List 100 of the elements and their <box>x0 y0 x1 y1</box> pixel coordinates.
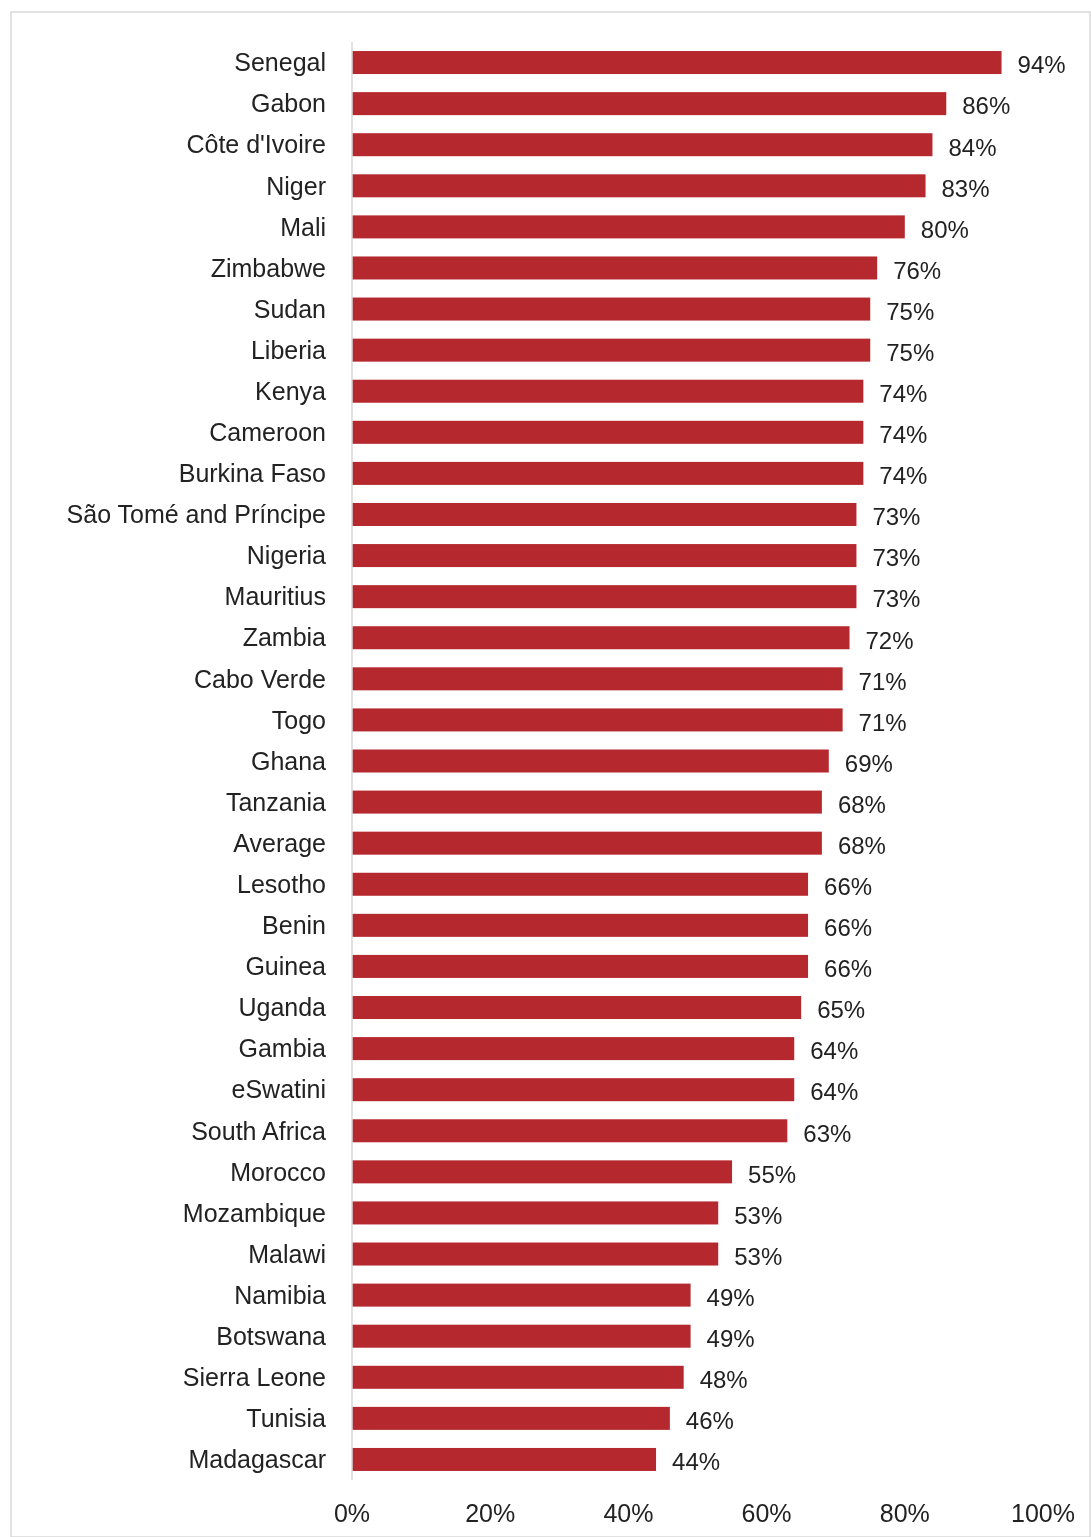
bar <box>352 420 864 444</box>
bar <box>352 1324 691 1348</box>
data-label: 73% <box>872 503 921 531</box>
data-label: 64% <box>810 1078 859 1106</box>
y-tick-label: Average <box>233 828 326 857</box>
data-label: 53% <box>734 1242 783 1270</box>
bar <box>352 954 809 978</box>
x-tick-label: 80% <box>879 1499 930 1527</box>
data-label: 65% <box>817 996 866 1024</box>
bar <box>352 1078 795 1102</box>
y-tick-label: South Africa <box>191 1116 327 1145</box>
x-tick-label: 20% <box>465 1499 516 1527</box>
data-label: 74% <box>879 380 928 408</box>
data-label: 48% <box>699 1366 748 1394</box>
bar <box>352 667 843 691</box>
bar <box>352 1037 795 1061</box>
y-tick-label: Malawi <box>248 1239 326 1268</box>
data-label: 71% <box>858 708 907 736</box>
y-tick-label: Burkina Faso <box>178 459 326 488</box>
bar <box>352 872 809 896</box>
y-tick-label: Niger <box>266 171 326 200</box>
data-label: 84% <box>948 133 997 161</box>
bar <box>352 92 947 116</box>
bar <box>352 461 864 485</box>
bar <box>352 626 850 650</box>
x-tick-label: 100% <box>1011 1499 1075 1527</box>
data-label: 71% <box>858 667 907 695</box>
data-label: 80% <box>920 215 969 243</box>
x-tick-label: 0% <box>333 1499 371 1527</box>
data-label: 64% <box>810 1037 859 1065</box>
bar <box>352 51 1002 75</box>
bar <box>352 708 843 732</box>
bar <box>352 502 857 526</box>
data-label: 55% <box>748 1160 797 1188</box>
x-tick-label: 60% <box>741 1499 792 1527</box>
y-tick-label: Mauritius <box>224 582 326 611</box>
y-tick-label: Botswana <box>216 1321 327 1350</box>
data-label: 73% <box>872 585 921 613</box>
y-tick-label: Morocco <box>230 1157 326 1186</box>
y-tick-label: Ghana <box>250 746 327 775</box>
y-tick-label: São Tomé and Príncipe <box>66 500 326 529</box>
data-label: 74% <box>879 462 928 490</box>
y-tick-label: Benin <box>262 911 326 940</box>
data-label: 68% <box>837 790 886 818</box>
data-label: 49% <box>706 1325 755 1352</box>
y-tick-label: Zambia <box>242 623 327 652</box>
data-label: 53% <box>734 1201 783 1229</box>
y-tick-label: Zimbabwe <box>210 253 326 282</box>
y-tick-label: Nigeria <box>246 541 327 570</box>
y-tick-label: Guinea <box>245 952 327 981</box>
data-label: 66% <box>824 955 873 983</box>
y-tick-label: Mozambique <box>182 1198 326 1227</box>
data-label: 44% <box>672 1448 721 1476</box>
data-label: 46% <box>685 1407 734 1435</box>
bar <box>352 585 857 609</box>
bar <box>352 1160 733 1184</box>
x-tick-label: 40% <box>603 1499 654 1527</box>
data-label: 75% <box>886 338 935 366</box>
bar <box>352 174 926 198</box>
y-tick-label: Namibia <box>234 1280 327 1309</box>
bar <box>352 379 864 403</box>
y-tick-label: Cabo Verde <box>193 664 326 693</box>
bar <box>352 1365 684 1389</box>
y-tick-label: Côte d'Ivoire <box>186 130 326 159</box>
y-tick-label: Liberia <box>250 335 327 364</box>
y-tick-label: Senegal <box>234 48 326 77</box>
data-label: 86% <box>962 92 1011 120</box>
data-label: 75% <box>886 297 935 325</box>
data-label: 83% <box>941 174 990 202</box>
bar <box>352 913 809 937</box>
bar <box>352 544 857 568</box>
bar <box>352 1406 670 1430</box>
data-label: 68% <box>837 831 886 859</box>
bar <box>352 256 878 280</box>
bar <box>352 831 822 855</box>
y-tick-label: Gabon <box>250 89 326 118</box>
y-tick-label: Madagascar <box>188 1445 326 1474</box>
data-label: 49% <box>706 1283 755 1311</box>
bar <box>352 338 871 362</box>
y-tick-label: Cameroon <box>209 418 326 447</box>
bar <box>352 1283 691 1307</box>
y-tick-label: Gambia <box>238 1034 327 1063</box>
y-tick-label: Uganda <box>238 993 327 1022</box>
y-tick-label: Sudan <box>253 294 326 323</box>
data-label: 66% <box>824 914 873 942</box>
data-label: 69% <box>844 749 893 777</box>
bar <box>352 1119 788 1143</box>
bar <box>352 297 871 321</box>
bar <box>352 1201 719 1225</box>
data-label: 94% <box>1017 51 1066 79</box>
bar <box>352 1242 719 1266</box>
bar <box>352 1447 657 1471</box>
y-tick-label: Sierra Leone <box>182 1363 326 1392</box>
bar <box>352 996 802 1020</box>
y-tick-label: Lesotho <box>237 870 326 899</box>
data-label: 72% <box>865 626 914 654</box>
y-tick-label: Tanzania <box>225 787 327 816</box>
bar <box>352 749 829 773</box>
data-label: 73% <box>872 544 921 572</box>
data-label: 63% <box>803 1119 852 1147</box>
